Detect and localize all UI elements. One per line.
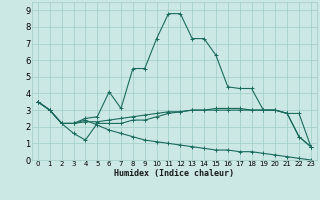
X-axis label: Humidex (Indice chaleur): Humidex (Indice chaleur) (115, 169, 234, 178)
